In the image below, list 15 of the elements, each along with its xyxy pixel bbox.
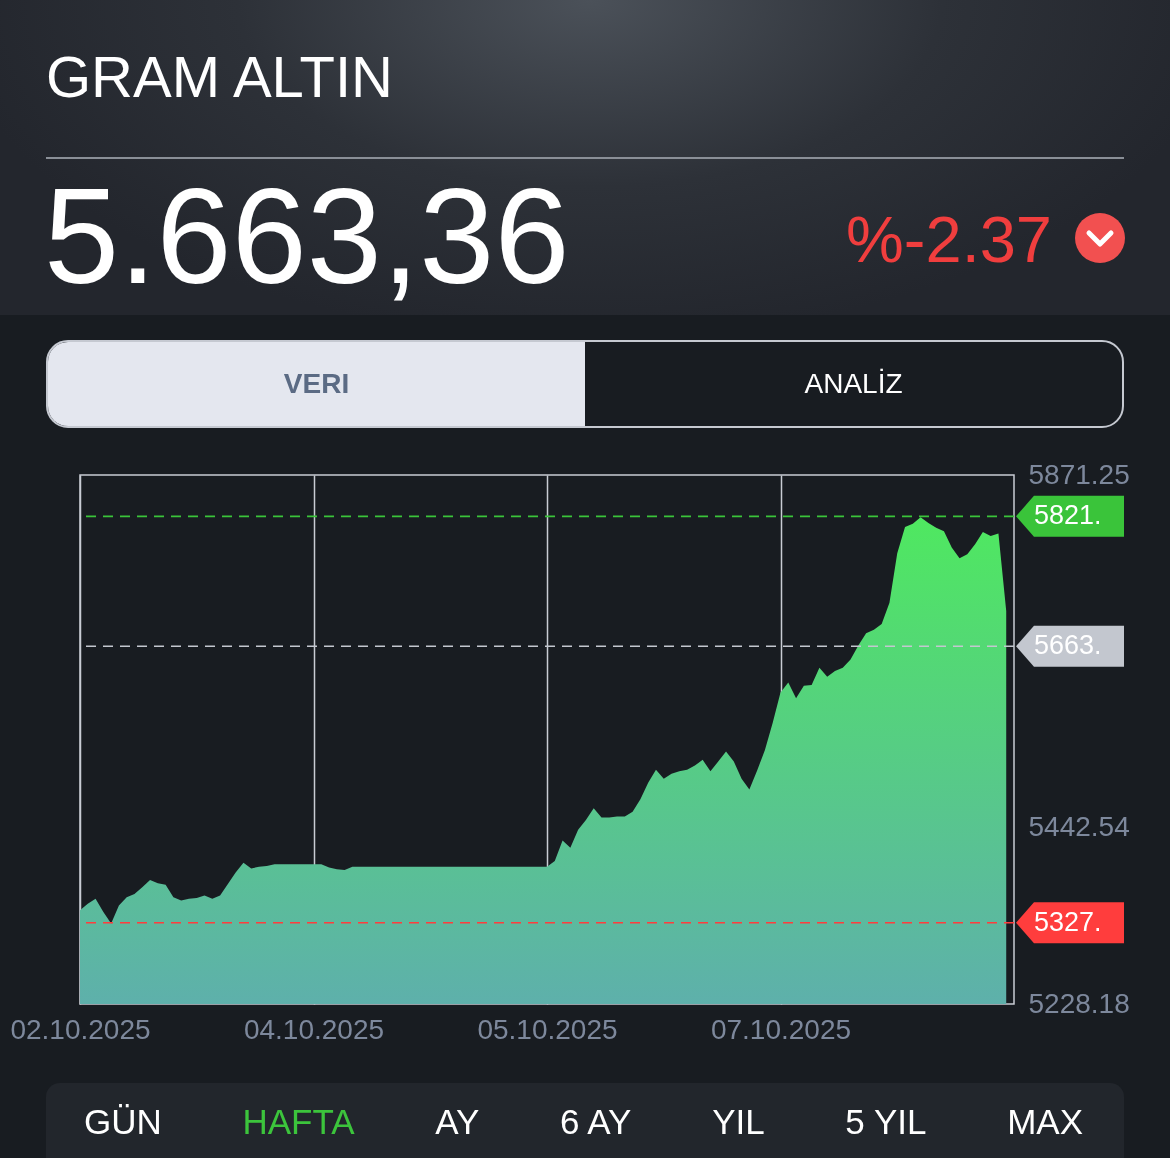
- y-tick-label: 5228.18: [1028, 987, 1130, 1019]
- text: %-2.37: [846, 203, 1052, 276]
- x-tick-label: 04.10.2025: [243, 1013, 385, 1045]
- x-tick-label: 05.10.2025: [477, 1013, 618, 1045]
- ref-line-label: 5327.: [1034, 906, 1102, 937]
- ref-line-label: 5663.: [1034, 630, 1102, 661]
- x-tick-label: 07.10.2025: [710, 1013, 852, 1045]
- x-tick-label: 02.10.2025: [10, 1013, 151, 1045]
- period-selector: GÜN HAFTA AY 6 AY YIL 5 YIL MAX: [46, 1083, 1124, 1158]
- segmented-control: VERI ANALİZ: [46, 340, 1124, 428]
- text: 5.663,36: [44, 161, 570, 312]
- ref-line-label: 5821.: [1034, 500, 1102, 531]
- y-tick-label: 5871.25: [1028, 458, 1130, 490]
- y-tick-label: 5442.54: [1028, 811, 1130, 843]
- chart-title: GRAM ALTIN: [46, 44, 393, 109]
